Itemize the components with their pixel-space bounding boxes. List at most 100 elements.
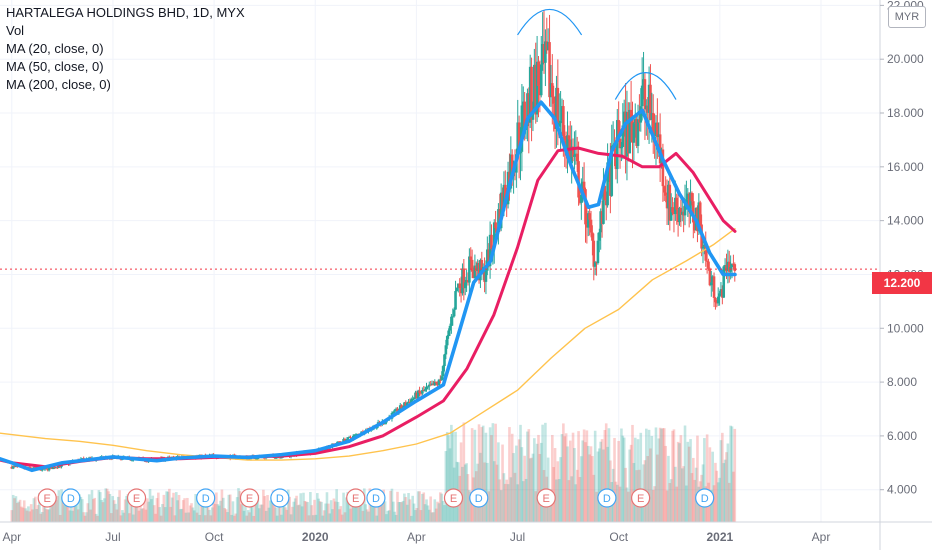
volume-bar bbox=[151, 495, 155, 522]
earnings-event-marker[interactable]: E bbox=[346, 488, 366, 508]
volume-bar bbox=[589, 446, 593, 522]
volume-bar bbox=[473, 429, 477, 522]
volume-bar bbox=[680, 468, 684, 522]
dividend-event-marker[interactable]: D bbox=[270, 488, 290, 508]
volume-bar bbox=[259, 504, 262, 522]
candle-body bbox=[549, 83, 553, 98]
volume-bar bbox=[380, 491, 384, 522]
candle-body bbox=[571, 146, 575, 157]
earnings-event-marker[interactable]: E bbox=[443, 488, 464, 508]
legend-ma20[interactable]: MA (20, close, 0) bbox=[6, 41, 104, 56]
volume-bar bbox=[175, 492, 178, 522]
volume-bar bbox=[421, 493, 424, 522]
candle-body bbox=[473, 265, 477, 279]
candle-body bbox=[585, 224, 589, 228]
volume-bar bbox=[220, 489, 224, 522]
candle-body bbox=[419, 392, 423, 394]
candle-body bbox=[410, 399, 413, 404]
candle-body bbox=[723, 265, 727, 267]
volume-bar bbox=[566, 446, 569, 522]
candle-body bbox=[668, 184, 672, 221]
legend-ma200[interactable]: MA (200, close, 0) bbox=[6, 77, 111, 92]
volume-bar bbox=[71, 510, 74, 522]
candle-body bbox=[443, 354, 446, 367]
volume-bar bbox=[186, 497, 189, 522]
candle-body bbox=[718, 293, 721, 297]
volume-bar bbox=[441, 500, 445, 522]
dividend-event-marker[interactable]: D bbox=[695, 488, 715, 508]
symbol-title[interactable]: HARTALEGA HOLDINGS BHD, 1D, MYX bbox=[6, 5, 245, 20]
volume-bar bbox=[425, 499, 428, 522]
volume-bar bbox=[235, 497, 239, 522]
grid-layer bbox=[0, 0, 880, 522]
volume-bar bbox=[87, 494, 91, 522]
volume-bar bbox=[242, 510, 246, 522]
volume-bar bbox=[672, 429, 676, 522]
dividend-event-marker[interactable]: D bbox=[61, 488, 81, 508]
candle-body bbox=[647, 84, 651, 113]
volume-bar bbox=[715, 470, 719, 522]
earnings-event-marker[interactable]: E bbox=[37, 488, 57, 508]
volume-bar bbox=[488, 427, 492, 522]
dividend-event-marker[interactable]: D bbox=[366, 488, 386, 508]
volume-bar bbox=[527, 429, 531, 522]
candle-body bbox=[444, 345, 448, 355]
volume-bar bbox=[296, 505, 300, 522]
volume-bar bbox=[24, 508, 27, 522]
volume-bar bbox=[177, 494, 181, 522]
volume-bar bbox=[34, 496, 37, 522]
earnings-event-marker[interactable]: E bbox=[126, 488, 147, 508]
volume-bar bbox=[396, 491, 399, 522]
earnings-event-marker[interactable]: E bbox=[536, 488, 556, 508]
candle-body bbox=[599, 211, 602, 233]
volume-bar bbox=[286, 489, 290, 522]
volume-bar bbox=[433, 499, 437, 522]
candle-body bbox=[580, 194, 583, 203]
volume-bar bbox=[173, 515, 177, 522]
candle-body bbox=[556, 87, 560, 127]
volume-bar bbox=[154, 513, 157, 522]
volume-bar bbox=[108, 493, 112, 522]
candle-body bbox=[434, 381, 438, 384]
candle-body bbox=[422, 390, 426, 392]
candle-body bbox=[10, 466, 14, 469]
dividend-event-marker[interactable]: D bbox=[597, 488, 617, 508]
currency-button[interactable]: MYR bbox=[888, 6, 926, 28]
volume-bar bbox=[481, 425, 485, 522]
volume-bar bbox=[318, 501, 322, 522]
dividend-event-marker[interactable]: D bbox=[469, 488, 489, 508]
candle-body bbox=[57, 465, 61, 468]
volume-bar bbox=[509, 477, 513, 522]
candle-body bbox=[618, 138, 622, 149]
legend-ma50[interactable]: MA (50, close, 0) bbox=[6, 59, 104, 74]
volume-bar bbox=[53, 496, 56, 522]
volume-bar bbox=[245, 515, 249, 522]
candle-body bbox=[405, 402, 409, 406]
volume-bar bbox=[423, 504, 427, 522]
volume-bar bbox=[494, 423, 497, 522]
volume-bar bbox=[676, 441, 680, 522]
candle-body bbox=[526, 93, 529, 127]
volume-bar bbox=[513, 472, 517, 522]
candle-body bbox=[726, 261, 730, 271]
candle-body bbox=[535, 61, 539, 115]
candle-body bbox=[418, 390, 421, 393]
volume-bar bbox=[65, 504, 69, 522]
volume-bar bbox=[114, 503, 117, 522]
legend-volume[interactable]: Vol bbox=[6, 23, 25, 38]
volume-bar bbox=[516, 484, 520, 522]
dividend-event-marker[interactable]: D bbox=[196, 488, 216, 508]
earnings-event-marker[interactable]: E bbox=[239, 488, 260, 508]
candle-body bbox=[711, 276, 714, 283]
volume-bar bbox=[342, 492, 345, 522]
event-marker-label: D bbox=[202, 493, 210, 505]
candle-body bbox=[584, 189, 587, 225]
volume-bar bbox=[517, 439, 521, 522]
volume-bar bbox=[574, 484, 578, 522]
volume-bar bbox=[219, 500, 222, 522]
earnings-event-marker[interactable]: E bbox=[631, 488, 651, 508]
volume-bar bbox=[562, 423, 565, 522]
volume-bar bbox=[443, 505, 446, 522]
